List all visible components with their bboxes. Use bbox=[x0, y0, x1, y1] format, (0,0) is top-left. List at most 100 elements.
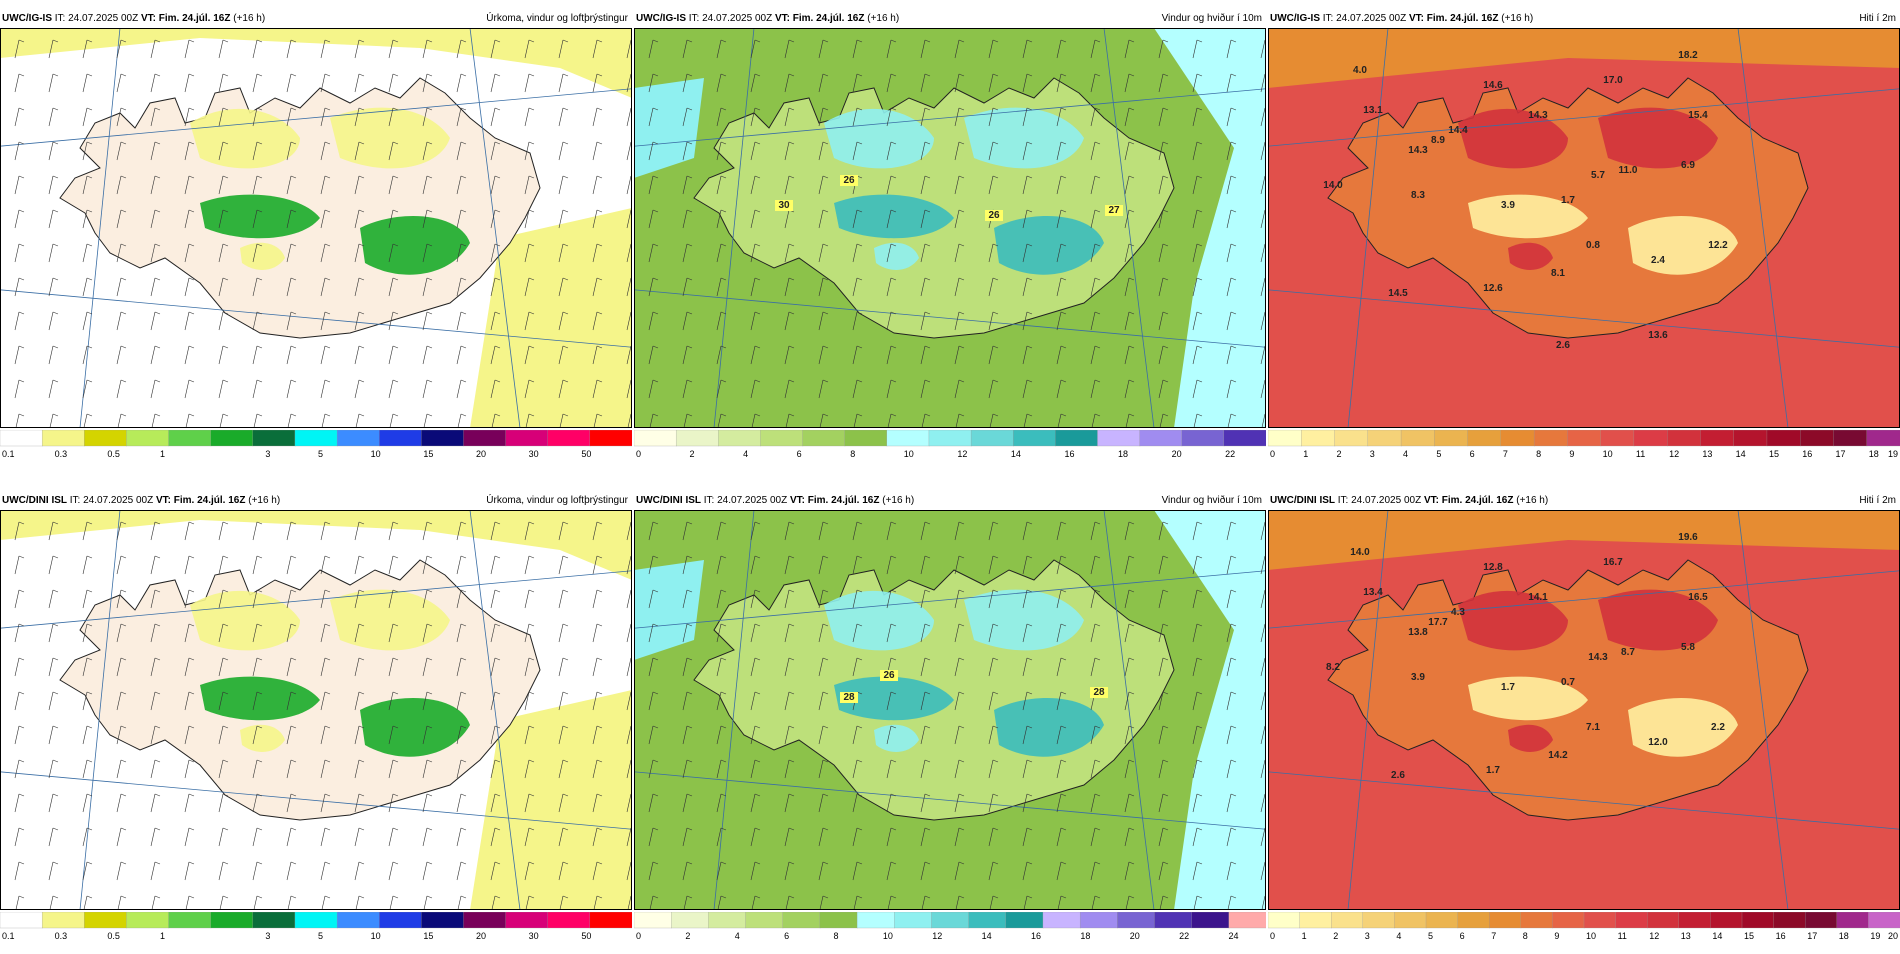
wind-barb bbox=[1226, 623, 1237, 643]
wind-barb bbox=[559, 413, 569, 428]
wind-barb bbox=[1056, 589, 1067, 609]
wind-barb bbox=[954, 379, 965, 399]
map-value-label: 12.2 bbox=[1708, 240, 1728, 251]
wind-barb bbox=[852, 311, 863, 331]
wind-barb bbox=[524, 793, 535, 813]
wind-barb bbox=[218, 555, 229, 575]
legend-swatch bbox=[41, 430, 85, 447]
header-it-label: IT: bbox=[688, 13, 700, 24]
legend-tick-label: 0.5 bbox=[107, 449, 120, 459]
panel-header-left: UWC/DINI ISL IT: 24.07.2025 00Z VT: Fim.… bbox=[1270, 492, 1548, 510]
wind-area-east bbox=[1154, 28, 1266, 428]
wind-barb bbox=[490, 623, 501, 643]
wind-barb bbox=[920, 793, 931, 813]
field-blob bbox=[824, 590, 934, 651]
graticule-line bbox=[79, 28, 121, 428]
wind-barb bbox=[592, 345, 603, 365]
graticule-line bbox=[634, 570, 1266, 629]
wind-barb bbox=[1226, 73, 1237, 93]
wind-barb bbox=[150, 141, 161, 161]
wind-barb bbox=[1056, 175, 1067, 195]
panel-header-left: UWC/IG-IS IT: 24.07.2025 00Z VT: Fim. 24… bbox=[1270, 10, 1533, 28]
map-value-label: 26 bbox=[988, 210, 1000, 221]
wind-barb bbox=[354, 39, 365, 59]
graticule-line bbox=[713, 28, 755, 428]
legend-swatch bbox=[819, 912, 858, 929]
legend-swatch bbox=[1139, 430, 1183, 447]
legend-swatch bbox=[168, 430, 212, 447]
wind-barb bbox=[716, 657, 727, 677]
wind-barb bbox=[988, 277, 999, 297]
wind-barb bbox=[1056, 73, 1067, 93]
wind-barb bbox=[1057, 413, 1067, 428]
map-value-label: 8.7 bbox=[1621, 647, 1635, 658]
wind-barb bbox=[184, 555, 195, 575]
wind-barb bbox=[682, 243, 693, 263]
wind-barb bbox=[954, 311, 965, 331]
wind-barb bbox=[648, 555, 659, 575]
legend-swatch bbox=[1334, 430, 1369, 447]
wind-barb bbox=[48, 73, 59, 93]
wind-barb bbox=[1226, 277, 1237, 297]
wind-barb bbox=[716, 555, 727, 575]
legend-swatch bbox=[1097, 430, 1141, 447]
panel-header-left: UWC/IG-IS IT: 24.07.2025 00Z VT: Fim. 24… bbox=[2, 10, 265, 28]
wind-barb bbox=[82, 73, 93, 93]
wind-barb bbox=[683, 895, 693, 910]
wind-barb bbox=[456, 555, 467, 575]
wind-barb bbox=[1022, 345, 1033, 365]
wind-barb bbox=[648, 623, 659, 643]
graticule-line bbox=[1737, 510, 1789, 910]
wind-barb bbox=[818, 73, 829, 93]
wind-barb bbox=[83, 413, 93, 428]
map-value-label: 2.6 bbox=[1556, 340, 1570, 351]
wind-barb bbox=[887, 895, 897, 910]
legend-tick-label: 10 bbox=[1586, 931, 1596, 941]
wind-barb bbox=[320, 861, 331, 881]
wind-barb bbox=[184, 589, 195, 609]
graticule-line bbox=[1268, 289, 1900, 348]
wind-barb bbox=[14, 277, 25, 297]
wind-barb bbox=[252, 521, 263, 541]
header-vt-value: Fim. 24.júl. 16Z bbox=[1426, 13, 1499, 24]
legend-tick-label: 6 bbox=[797, 449, 802, 459]
wind-barb bbox=[716, 827, 727, 847]
wind-barb bbox=[422, 589, 433, 609]
wind-barb bbox=[252, 39, 263, 59]
wind-barb bbox=[920, 175, 931, 195]
legend-swatch bbox=[1552, 912, 1585, 929]
wind-barb bbox=[784, 861, 795, 881]
wind-barb bbox=[852, 141, 863, 161]
map-panel-p2: UWC/IG-IS IT: 24.07.2025 00Z VT: Fim. 24… bbox=[634, 10, 1266, 472]
wind-barb bbox=[116, 521, 127, 541]
wind-barb bbox=[954, 345, 965, 365]
legend-tick-label: 0 bbox=[636, 449, 641, 459]
wind-barb bbox=[1192, 39, 1203, 59]
wind-barb bbox=[388, 555, 399, 575]
legend-tick-label: 0 bbox=[1270, 931, 1275, 941]
header-vt-label: VT: bbox=[789, 495, 805, 506]
legend-tick-label: 8 bbox=[1523, 931, 1528, 941]
graticule-line bbox=[634, 88, 1266, 147]
wind-barb bbox=[1226, 657, 1237, 677]
wind-barb bbox=[185, 895, 195, 910]
wind-barb bbox=[750, 623, 761, 643]
wind-barb bbox=[82, 555, 93, 575]
wind-barb bbox=[558, 793, 569, 813]
wind-barb bbox=[388, 827, 399, 847]
panel-header-left: UWC/DINI ISL IT: 24.07.2025 00Z VT: Fim.… bbox=[2, 492, 280, 510]
wind-barb bbox=[287, 895, 297, 910]
header-model: UWC/IG-IS bbox=[1270, 13, 1320, 24]
wind-barb bbox=[717, 895, 727, 910]
wind-barb bbox=[48, 209, 59, 229]
wind-barb bbox=[354, 623, 365, 643]
wind-barb bbox=[524, 725, 535, 745]
map-value-label: 19.6 bbox=[1678, 532, 1698, 543]
wind-barb bbox=[48, 691, 59, 711]
wind-barb bbox=[682, 277, 693, 297]
field-blob bbox=[330, 589, 450, 651]
legend-swatch bbox=[1331, 912, 1364, 929]
wind-barb bbox=[82, 759, 93, 779]
wind-barb bbox=[1226, 39, 1237, 59]
wind-barb bbox=[1226, 589, 1237, 609]
